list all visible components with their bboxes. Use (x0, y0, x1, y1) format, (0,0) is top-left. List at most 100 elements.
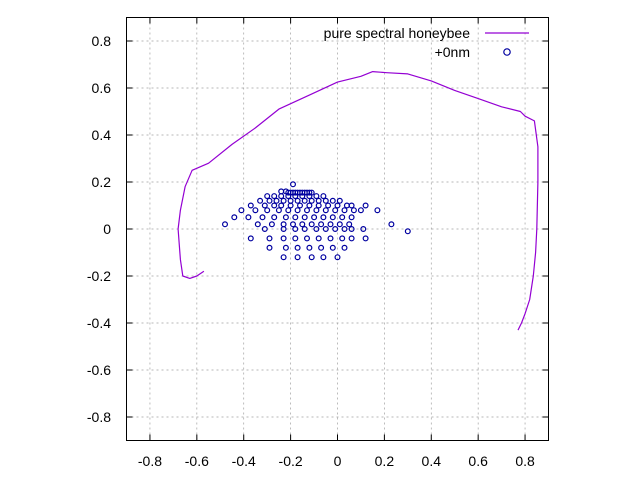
data-point (334, 202, 341, 209)
data-point (306, 189, 313, 196)
data-point (278, 188, 285, 195)
data-point (304, 207, 311, 214)
data-point (261, 226, 268, 233)
x-tick-label: -0.8 (138, 453, 162, 469)
data-point (247, 235, 254, 242)
data-point (341, 244, 348, 251)
data-point (313, 207, 320, 214)
data-point (299, 221, 306, 228)
data-point (332, 207, 339, 214)
data-point (350, 207, 357, 214)
legend-label: +0nm (435, 44, 470, 60)
data-point (290, 181, 297, 188)
data-point (339, 235, 346, 242)
data-point (282, 244, 289, 251)
data-point (280, 221, 287, 228)
data-point (264, 193, 271, 200)
data-point (280, 197, 287, 204)
y-tick-label: 0.8 (92, 33, 112, 49)
data-point (322, 197, 329, 204)
data-point (308, 197, 315, 204)
axis-ticks: -0.8 -0.6 -0.4 -0.2 0 0.2 0.4 0.6 0.8 -0.8 -0.6 -0.… (87, 17, 549, 469)
x-tick-label: 0.2 (375, 453, 395, 469)
data-point (301, 197, 308, 204)
data-point (294, 254, 301, 261)
data-point (271, 202, 278, 209)
data-point (388, 221, 395, 228)
data-point (318, 221, 325, 228)
data-point (287, 202, 294, 209)
data-point (257, 197, 264, 204)
data-point (322, 207, 329, 214)
data-point (322, 226, 329, 233)
data-point (306, 193, 313, 200)
x-tick-label: -0.6 (185, 453, 209, 469)
data-point (292, 235, 299, 242)
data-point (348, 235, 355, 242)
data-point (315, 235, 322, 242)
data-point (320, 193, 327, 200)
data-point (301, 226, 308, 233)
data-point (348, 214, 355, 221)
data-point (282, 214, 289, 221)
y-tick-label: 0.4 (92, 127, 112, 143)
data-point (336, 221, 343, 228)
x-tick-label: -0.2 (279, 453, 303, 469)
data-point (280, 254, 287, 261)
y-tick-label: -0.2 (87, 268, 111, 284)
data-point (247, 202, 254, 209)
data-point (315, 197, 322, 204)
data-point (332, 226, 339, 233)
data-point (341, 207, 348, 214)
data-point (362, 202, 369, 209)
data-point (327, 221, 334, 228)
data-point (290, 221, 297, 228)
y-tick-label: 0 (103, 221, 111, 237)
data-point (297, 202, 304, 209)
data-point (254, 221, 261, 228)
data-point (357, 207, 364, 214)
data-point (275, 207, 282, 214)
data-point (315, 202, 322, 209)
y-tick-label: 0.6 (92, 80, 112, 96)
data-point (252, 207, 259, 214)
data-point (271, 193, 278, 200)
data-point (313, 193, 320, 200)
data-point (294, 197, 301, 204)
data-point (346, 221, 353, 228)
data-point (339, 214, 346, 221)
data-point (280, 226, 287, 233)
legend-point-sample (503, 48, 511, 56)
data-point (320, 214, 327, 221)
y-tick-label: 0.2 (92, 174, 112, 190)
data-point (327, 235, 334, 242)
data-point (299, 193, 306, 200)
data-point (320, 254, 327, 261)
data-point (348, 202, 355, 209)
data-point (245, 214, 252, 221)
data-point (308, 254, 315, 261)
data-point (238, 207, 245, 214)
data-point (292, 226, 299, 233)
data-point (222, 221, 229, 228)
data-point (261, 202, 268, 209)
data-point (404, 228, 411, 235)
x-tick-label: -0.4 (232, 453, 256, 469)
series-line (177, 70, 539, 331)
data-point (266, 235, 273, 242)
data-point (374, 207, 381, 214)
data-point (325, 202, 332, 209)
data-point (311, 214, 318, 221)
x-tick-label: 0.4 (422, 453, 442, 469)
grid (126, 17, 549, 441)
x-tick-label: 0.8 (515, 453, 535, 469)
data-point (318, 244, 325, 251)
data-point (308, 221, 315, 228)
y-tick-label: -0.6 (87, 362, 111, 378)
data-point (278, 193, 285, 200)
data-point (313, 226, 320, 233)
data-point (306, 202, 313, 209)
legend: pure spectral honeybee +0nm (324, 25, 529, 60)
y-tick-label: -0.8 (87, 409, 111, 425)
